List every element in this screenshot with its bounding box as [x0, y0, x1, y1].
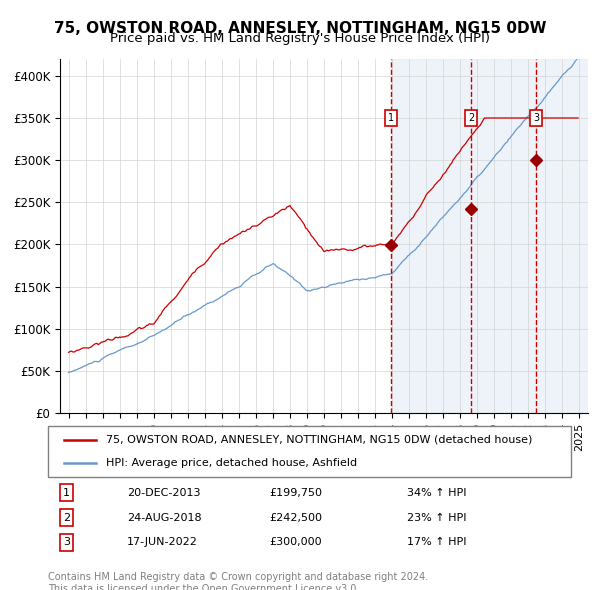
Text: 20-DEC-2013: 20-DEC-2013: [127, 488, 200, 498]
Text: 24-AUG-2018: 24-AUG-2018: [127, 513, 202, 523]
Text: £300,000: £300,000: [270, 537, 322, 548]
Text: Price paid vs. HM Land Registry's House Price Index (HPI): Price paid vs. HM Land Registry's House …: [110, 32, 490, 45]
Text: 17% ↑ HPI: 17% ↑ HPI: [407, 537, 467, 548]
Text: 1: 1: [63, 488, 70, 498]
Text: £199,750: £199,750: [270, 488, 323, 498]
Text: 3: 3: [533, 113, 539, 123]
Text: 1: 1: [388, 113, 394, 123]
Text: Contains HM Land Registry data © Crown copyright and database right 2024.
This d: Contains HM Land Registry data © Crown c…: [48, 572, 428, 590]
Text: 17-JUN-2022: 17-JUN-2022: [127, 537, 198, 548]
Text: 23% ↑ HPI: 23% ↑ HPI: [407, 513, 467, 523]
Text: 2: 2: [468, 113, 474, 123]
Text: 3: 3: [63, 537, 70, 548]
Text: 75, OWSTON ROAD, ANNESLEY, NOTTINGHAM, NG15 0DW: 75, OWSTON ROAD, ANNESLEY, NOTTINGHAM, N…: [54, 21, 546, 35]
FancyBboxPatch shape: [48, 426, 571, 477]
Text: £242,500: £242,500: [270, 513, 323, 523]
Text: HPI: Average price, detached house, Ashfield: HPI: Average price, detached house, Ashf…: [106, 458, 357, 468]
Text: 75, OWSTON ROAD, ANNESLEY, NOTTINGHAM, NG15 0DW (detached house): 75, OWSTON ROAD, ANNESLEY, NOTTINGHAM, N…: [106, 435, 532, 445]
Bar: [392, 59, 588, 413]
Text: 2: 2: [63, 513, 70, 523]
Text: 34% ↑ HPI: 34% ↑ HPI: [407, 488, 467, 498]
